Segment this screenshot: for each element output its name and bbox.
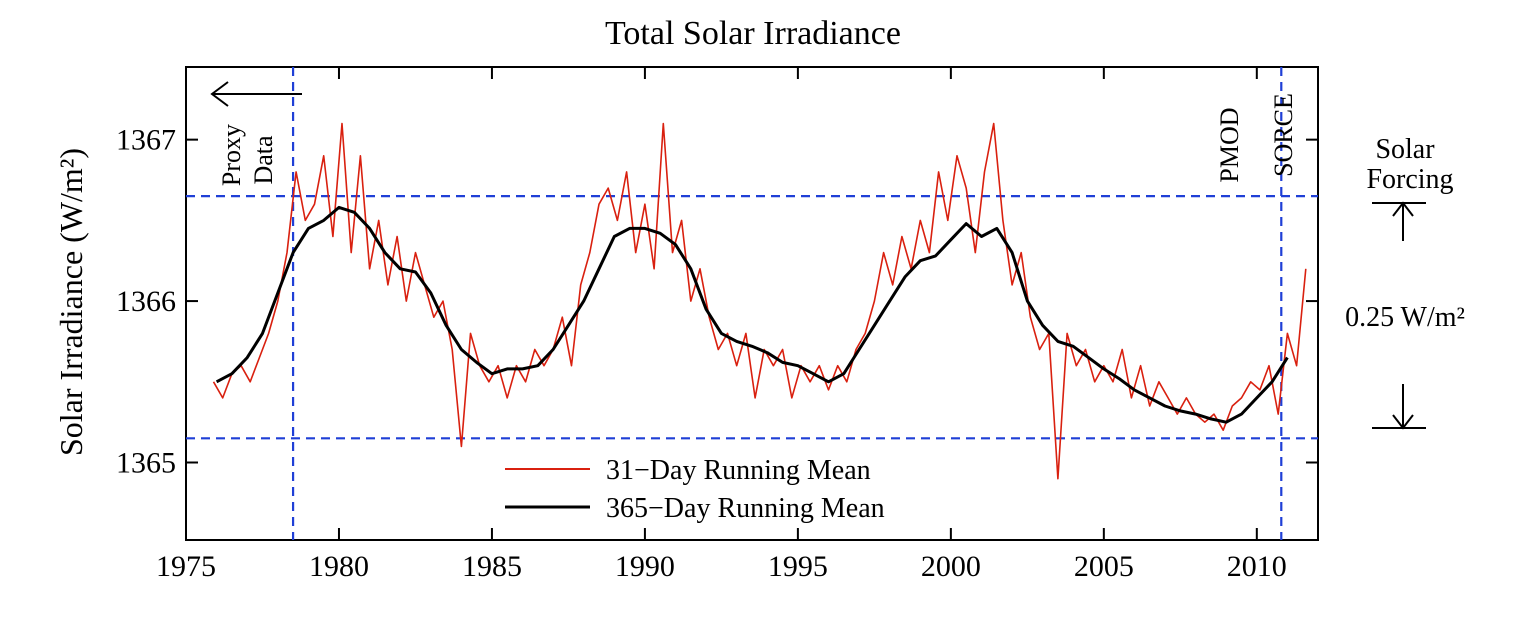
y-axis-label: Solar Irradiance (W/m²)	[53, 148, 89, 456]
forcing-value: 0.25 W/m²	[1345, 302, 1465, 333]
forcing-lower-bar	[1372, 384, 1426, 430]
y-tick-label: 1367	[116, 124, 176, 157]
x-tick-label: 2010	[1227, 550, 1287, 583]
x-tick-label: 1990	[615, 550, 675, 583]
proxy-arrow	[210, 81, 302, 107]
series-line-31-day	[212, 122, 1307, 480]
pmod-label: PMOD	[1215, 107, 1244, 182]
chart-title: Total Solar Irradiance	[605, 15, 901, 52]
legend-label-monthly: 31−Day Running Mean	[606, 455, 871, 486]
x-tick-label: 1980	[309, 550, 369, 583]
x-tick-label: 2000	[921, 550, 981, 583]
x-tick-label: 1995	[768, 550, 828, 583]
x-tick-label: 2005	[1074, 550, 1134, 583]
proxy-label-line1: Proxy	[217, 124, 246, 186]
series-line-365-day	[215, 205, 1289, 424]
legend-label-annual: 365−Day Running Mean	[606, 493, 885, 524]
forcing-label-line1: Solar	[1375, 134, 1435, 165]
y-tick-label: 1366	[116, 285, 176, 318]
y-tick-label: 1365	[116, 447, 176, 480]
forcing-upper-bar	[1372, 201, 1426, 241]
legend: 31−Day Running Mean 365−Day Running Mean	[505, 455, 885, 524]
proxy-label-line2: Data	[249, 135, 278, 185]
x-tick-label: 1975	[156, 550, 216, 583]
sorce-label: SORCE	[1269, 93, 1298, 177]
x-tick-label: 1985	[462, 550, 522, 583]
plot-frame	[185, 66, 1319, 541]
forcing-label-line2: Forcing	[1366, 164, 1453, 195]
